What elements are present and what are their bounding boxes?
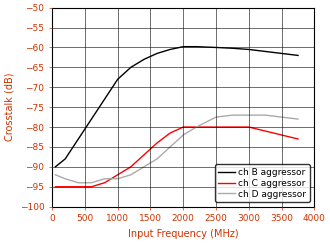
ch B aggressor: [296, 54, 300, 57]
ch D aggressor: [129, 173, 133, 176]
ch C aggressor: [116, 173, 120, 176]
Legend: ch B aggressor, ch C aggressor, ch D aggressor: ch B aggressor, ch C aggressor, ch D agg…: [215, 164, 310, 202]
ch D aggressor: [214, 116, 218, 119]
Line: ch D aggressor: ch D aggressor: [55, 115, 298, 183]
Line: ch C aggressor: ch C aggressor: [55, 127, 298, 187]
ch D aggressor: [103, 177, 107, 180]
ch B aggressor: [247, 48, 251, 51]
ch C aggressor: [214, 126, 218, 129]
Y-axis label: Crosstalk (dB): Crosstalk (dB): [4, 73, 14, 141]
ch D aggressor: [230, 114, 234, 117]
ch D aggressor: [296, 118, 300, 121]
ch C aggressor: [280, 134, 283, 137]
ch D aggressor: [155, 157, 159, 160]
ch C aggressor: [181, 126, 185, 129]
ch C aggressor: [168, 131, 172, 134]
ch C aggressor: [194, 126, 198, 129]
ch D aggressor: [116, 177, 120, 180]
ch B aggressor: [194, 45, 198, 48]
ch C aggressor: [63, 185, 67, 188]
ch C aggressor: [247, 126, 251, 129]
ch C aggressor: [263, 130, 267, 132]
ch B aggressor: [155, 52, 159, 55]
ch C aggressor: [296, 138, 300, 140]
ch B aggressor: [214, 46, 218, 49]
ch B aggressor: [129, 66, 133, 69]
ch B aggressor: [116, 78, 120, 81]
ch D aggressor: [194, 126, 198, 129]
ch C aggressor: [76, 185, 80, 188]
ch B aggressor: [181, 45, 185, 48]
Line: ch B aggressor: ch B aggressor: [55, 47, 298, 167]
ch D aggressor: [63, 177, 67, 180]
ch B aggressor: [168, 48, 172, 51]
ch D aggressor: [142, 165, 146, 168]
ch D aggressor: [76, 181, 80, 184]
ch D aggressor: [89, 181, 93, 184]
ch D aggressor: [168, 146, 172, 148]
ch B aggressor: [63, 157, 67, 160]
ch C aggressor: [129, 165, 133, 168]
ch B aggressor: [103, 98, 107, 101]
ch B aggressor: [142, 58, 146, 61]
ch D aggressor: [280, 116, 283, 119]
ch B aggressor: [280, 52, 283, 55]
ch C aggressor: [103, 181, 107, 184]
ch D aggressor: [53, 173, 57, 176]
ch B aggressor: [263, 50, 267, 53]
ch B aggressor: [76, 138, 80, 140]
ch D aggressor: [181, 134, 185, 137]
ch B aggressor: [53, 165, 57, 168]
ch B aggressor: [89, 118, 93, 121]
ch C aggressor: [53, 185, 57, 188]
X-axis label: Input Frequency (MHz): Input Frequency (MHz): [128, 229, 239, 239]
ch D aggressor: [263, 114, 267, 117]
ch C aggressor: [230, 126, 234, 129]
ch D aggressor: [247, 114, 251, 117]
ch C aggressor: [142, 153, 146, 156]
ch B aggressor: [230, 47, 234, 50]
ch C aggressor: [155, 141, 159, 144]
ch C aggressor: [89, 185, 93, 188]
